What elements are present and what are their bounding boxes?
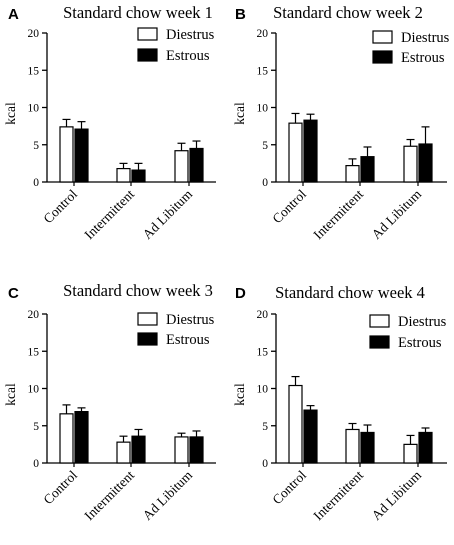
- y-tick-label: 10: [257, 103, 269, 115]
- x-tick-label: Intermittent: [81, 186, 137, 242]
- panel-letter: C: [8, 285, 19, 302]
- legend: Diestrus Estrous: [372, 30, 450, 66]
- panel-letter: A: [8, 6, 19, 23]
- y-axis-label: kcal: [3, 383, 18, 406]
- x-tick-label: Ad Libitum: [140, 467, 196, 523]
- panel-letter: B: [235, 6, 246, 23]
- bar-estrous-ad-libitum: [418, 431, 433, 464]
- bar-diestrus-intermittent: [345, 165, 360, 183]
- legend-label: Estrous: [401, 50, 445, 66]
- bar-estrous-control: [74, 410, 89, 464]
- y-tick-label: 5: [33, 421, 39, 433]
- bar-estrous-intermittent: [131, 435, 146, 464]
- x-tick-label: Control: [40, 467, 80, 507]
- panel-letter: D: [235, 285, 246, 302]
- legend-label: Diestrus: [166, 312, 215, 328]
- bar-estrous-control: [74, 128, 89, 183]
- x-tick-label: Ad Libitum: [140, 186, 196, 242]
- legend-label: Diestrus: [166, 27, 215, 43]
- legend-label: Diestrus: [401, 30, 450, 46]
- y-tick-label: 10: [257, 384, 269, 396]
- legend: Diestrus Estrous: [137, 27, 215, 64]
- chart-title: Standard chow week 2: [273, 3, 423, 22]
- x-tick-label: Control: [40, 186, 80, 226]
- y-tick-label: 20: [257, 309, 269, 321]
- bar-diestrus-intermittent: [116, 441, 131, 464]
- y-tick-label: 15: [28, 65, 40, 77]
- bar-estrous-control: [303, 119, 318, 183]
- bar-estrous-intermittent: [360, 156, 375, 183]
- legend-swatch-estrous: [137, 48, 158, 62]
- y-axis-label: kcal: [3, 102, 18, 125]
- bar-estrous-control: [303, 409, 318, 464]
- bar-diestrus-ad-libitum: [174, 150, 189, 183]
- x-tick-label: Control: [269, 186, 309, 226]
- legend-swatch-diestrus: [369, 314, 390, 328]
- bar-diestrus-ad-libitum: [403, 145, 418, 183]
- legend-label: Estrous: [166, 332, 210, 348]
- y-tick-label: 5: [33, 140, 39, 152]
- y-tick-label: 15: [257, 346, 269, 358]
- y-axis-label: kcal: [232, 383, 247, 406]
- legend-label: Estrous: [166, 48, 210, 64]
- chart-panel-d: D Standard chow week 4 0 5 10 15 20 kcal Control…: [232, 283, 447, 523]
- legend: Diestrus Estrous: [369, 314, 447, 351]
- bar-estrous-ad-libitum: [418, 143, 433, 183]
- legend-swatch-estrous: [137, 332, 158, 346]
- legend-swatch-estrous: [369, 335, 390, 349]
- bar-diestrus-control: [288, 122, 303, 183]
- x-tick-label: Intermittent: [310, 467, 366, 523]
- bar-diestrus-intermittent: [116, 167, 131, 183]
- bar-estrous-ad-libitum: [189, 436, 204, 464]
- x-tick-label: Intermittent: [310, 186, 366, 242]
- bar-diestrus-control: [288, 384, 303, 464]
- y-tick-label: 0: [33, 177, 39, 189]
- bar-estrous-ad-libitum: [189, 147, 204, 183]
- legend-label: Diestrus: [398, 314, 447, 330]
- x-tick-label: Ad Libitum: [369, 467, 425, 523]
- legend-swatch-estrous: [372, 50, 393, 64]
- y-tick-label: 10: [28, 103, 40, 115]
- legend: Diestrus Estrous: [137, 312, 215, 348]
- chart-title: Standard chow week 4: [275, 283, 425, 302]
- chart-title: Standard chow week 1: [63, 3, 213, 22]
- legend-swatch-diestrus: [137, 27, 158, 41]
- chart-title: Standard chow week 3: [63, 281, 213, 300]
- y-axis-label: kcal: [232, 102, 247, 125]
- y-tick-label: 5: [262, 421, 268, 433]
- y-tick-label: 0: [33, 458, 39, 470]
- bar-diestrus-ad-libitum: [174, 436, 189, 464]
- bar-estrous-intermittent: [360, 431, 375, 464]
- bar-diestrus-intermittent: [345, 428, 360, 464]
- y-tick-label: 20: [28, 309, 40, 321]
- legend-label: Estrous: [398, 335, 442, 351]
- bar-diestrus-control: [59, 413, 74, 464]
- bar-diestrus-control: [59, 126, 74, 183]
- x-tick-label: Intermittent: [81, 467, 137, 523]
- y-tick-label: 15: [28, 346, 40, 358]
- chart-panel-a: A Standard chow week 1 0 5 10 15 20 kcal Control…: [3, 3, 216, 242]
- y-tick-label: 15: [257, 65, 269, 77]
- y-tick-label: 20: [28, 28, 40, 40]
- y-tick-label: 5: [262, 140, 268, 152]
- x-tick-label: Control: [269, 467, 309, 507]
- y-tick-label: 20: [257, 28, 269, 40]
- legend-swatch-diestrus: [137, 312, 158, 326]
- bar-diestrus-ad-libitum: [403, 443, 418, 464]
- y-tick-label: 10: [28, 384, 40, 396]
- legend-swatch-diestrus: [372, 30, 393, 44]
- x-tick-label: Ad Libitum: [369, 186, 425, 242]
- y-tick-label: 0: [262, 458, 268, 470]
- y-tick-label: 0: [262, 177, 268, 189]
- chart-panel-c: C Standard chow week 3 0 5 10 15 20 kcal Control…: [3, 281, 216, 523]
- chart-panel-b: B Standard chow week 2 0 5 10 15 20 kcal Control…: [232, 3, 450, 242]
- bar-estrous-intermittent: [131, 169, 146, 183]
